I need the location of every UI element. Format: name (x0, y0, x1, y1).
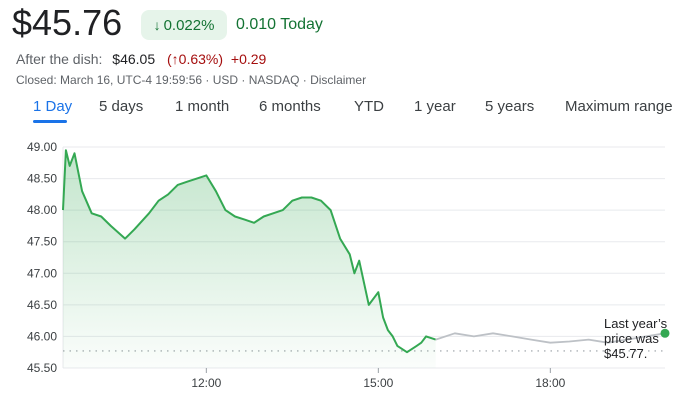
y-tick-label: 47.00 (27, 266, 57, 280)
active-tab-indicator (33, 120, 67, 123)
change-today: 0.010 Today (236, 16, 323, 33)
after-hours-row: After the dish: $46.05 (↑0.63%) +0.29 (16, 51, 266, 67)
y-tick-label: 48.50 (27, 172, 57, 186)
x-axis: 12:00 15:00 18:00 (191, 368, 566, 390)
y-tick-label: 46.50 (27, 298, 57, 312)
change-percent: 0.022% (163, 16, 215, 34)
tab-1-month[interactable]: 1 month (175, 98, 230, 115)
price-chart[interactable]: 49.00 48.50 48.00 47.50 47.00 46.50 46.00 45.50… (0, 130, 679, 404)
y-axis: 49.00 48.50 48.00 47.50 47.00 46.50 46.00 45.50 (27, 140, 57, 375)
x-tick-label: 15:00 (363, 376, 393, 390)
arrow-down-icon: ↓ (153, 17, 161, 33)
tab-1-year[interactable]: 1 year (414, 98, 456, 115)
price-area-fill (63, 150, 436, 368)
tab-maximum-range[interactable]: Maximum range (565, 98, 673, 115)
market-status: Closed: March 16, UTC-4 19:59:56 · USD ·… (16, 73, 367, 87)
tab-6-months[interactable]: 6 months (259, 98, 321, 115)
y-tick-label: 45.50 (27, 361, 57, 375)
change-percent-badge: ↓ 0.022% (141, 10, 227, 40)
tab-5-years[interactable]: 5 years (485, 98, 535, 115)
after-hours-change: +0.29 (230, 51, 267, 67)
after-hours-percent: (↑0.63%) (167, 51, 224, 67)
y-tick-label: 49.00 (27, 140, 57, 154)
current-price: $45.76 (12, 2, 123, 43)
price-line-after-hours (435, 332, 666, 344)
price-line-regular (62, 149, 437, 354)
tab-5-days[interactable]: 5 days (99, 98, 144, 115)
latest-price-dot (660, 328, 670, 338)
tab-1-day[interactable]: 1 Day (33, 98, 73, 115)
after-hours-price: $46.05 (112, 51, 156, 67)
x-tick-label: 12:00 (191, 376, 221, 390)
previous-close-annotation: Last year’s price was $45.77. (604, 316, 668, 361)
range-tabs: 1 Day 5 days 1 month 6 months YTD 1 year… (0, 96, 679, 123)
after-hours-label: After the dish: (16, 51, 103, 67)
y-tick-label: 48.00 (27, 203, 57, 217)
tab-ytd[interactable]: YTD (354, 98, 384, 115)
y-tick-label: 46.00 (27, 329, 57, 343)
y-tick-label: 47.50 (27, 235, 57, 249)
x-tick-label: 18:00 (535, 376, 565, 390)
